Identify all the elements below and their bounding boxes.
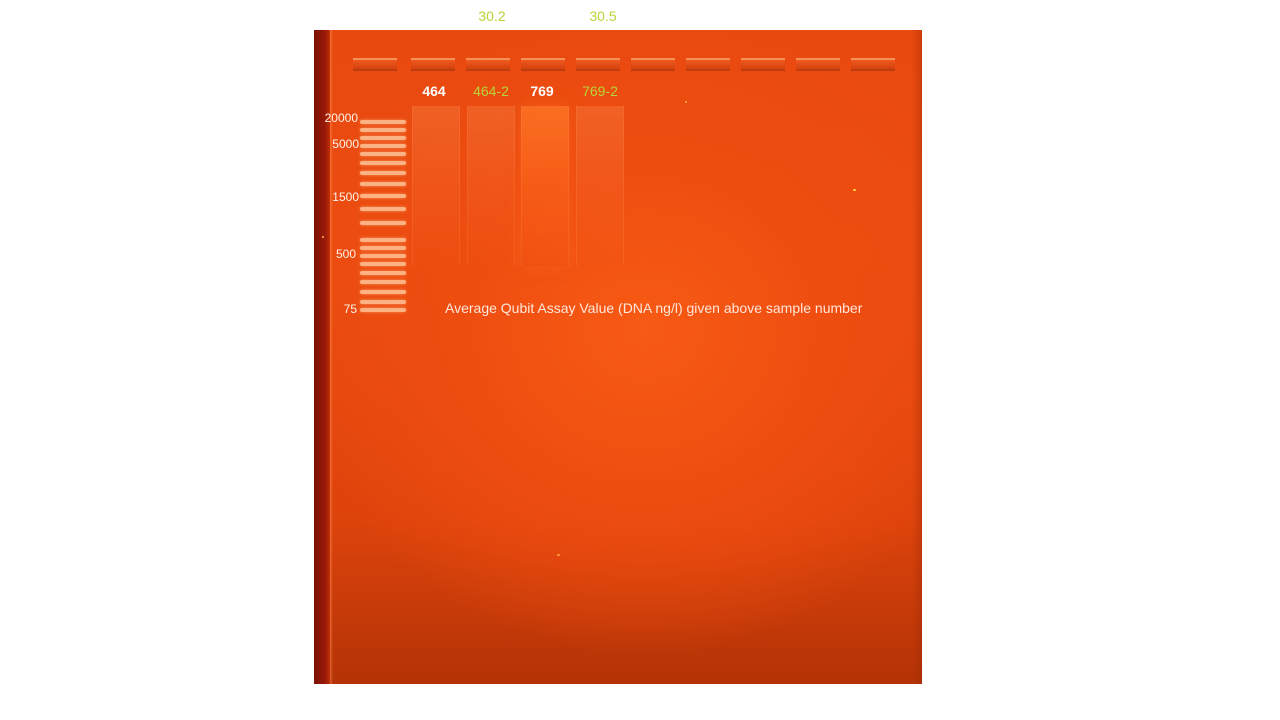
ladder-band [360, 308, 406, 312]
ladder-label-500: 500 [335, 247, 356, 261]
gel-well-769-2 [576, 58, 620, 71]
ladder-label-20000: 20000 [324, 111, 358, 125]
sample-label-464: 464 [422, 83, 446, 99]
gel-well-empty-4 [796, 58, 840, 71]
ladder-band [360, 290, 406, 294]
gel-inner-edge-highlight [330, 30, 333, 684]
lane-smear-769 [521, 106, 569, 266]
ladder-band [360, 300, 406, 304]
ladder-band [360, 120, 406, 124]
lane-smear-464-2 [467, 106, 515, 266]
agarose-gel-image [314, 30, 922, 684]
gel-well-464-2 [466, 58, 510, 71]
qubit-value-464: 36.8 [420, 8, 448, 24]
gel-well-ladder [353, 58, 397, 71]
gel-speck [557, 554, 560, 556]
ladder-band [360, 144, 406, 148]
gel-speck [322, 236, 324, 238]
ladder-band [360, 194, 406, 198]
sample-label-769: 769 [530, 83, 554, 99]
ladder-label-1500: 1500 [332, 190, 359, 204]
ladder-band [360, 246, 406, 250]
ladder-band [360, 280, 406, 284]
sample-label-769-2: 769-2 [582, 83, 618, 99]
gel-right-edge [912, 30, 922, 684]
ladder-band [360, 128, 406, 132]
qubit-value-769-2: 30.5 [589, 8, 617, 24]
ladder-band [360, 254, 406, 258]
lane-smear-464 [412, 106, 460, 266]
gel-well-464 [411, 58, 455, 71]
ladder-band [360, 182, 406, 186]
ladder-label-5000: 5000 [332, 137, 359, 151]
ladder-band [360, 171, 406, 175]
ladder-band [360, 262, 406, 266]
gel-well-empty-3 [741, 58, 785, 71]
ladder-band [360, 271, 406, 275]
ladder-band [360, 136, 406, 140]
gel-speck [853, 189, 856, 191]
ladder-band [360, 152, 406, 156]
ladder-band [360, 207, 406, 211]
sample-label-464-2: 464-2 [473, 83, 509, 99]
ladder-label-75: 75 [343, 302, 357, 316]
ladder-band [360, 161, 406, 165]
lane-smear-769-2 [576, 106, 624, 266]
gel-well-empty-5 [851, 58, 895, 71]
gel-caption: Average Qubit Assay Value (DNA ng/l) giv… [445, 300, 863, 316]
ladder-band [360, 238, 406, 242]
qubit-value-769: 137 [531, 8, 555, 24]
gel-well-empty-2 [686, 58, 730, 71]
gel-left-edge [314, 30, 330, 684]
gel-well-empty-1 [631, 58, 675, 71]
ladder-band [360, 221, 406, 225]
qubit-value-464-2: 30.2 [478, 8, 506, 24]
gel-well-769 [521, 58, 565, 71]
gel-speck [685, 101, 687, 103]
